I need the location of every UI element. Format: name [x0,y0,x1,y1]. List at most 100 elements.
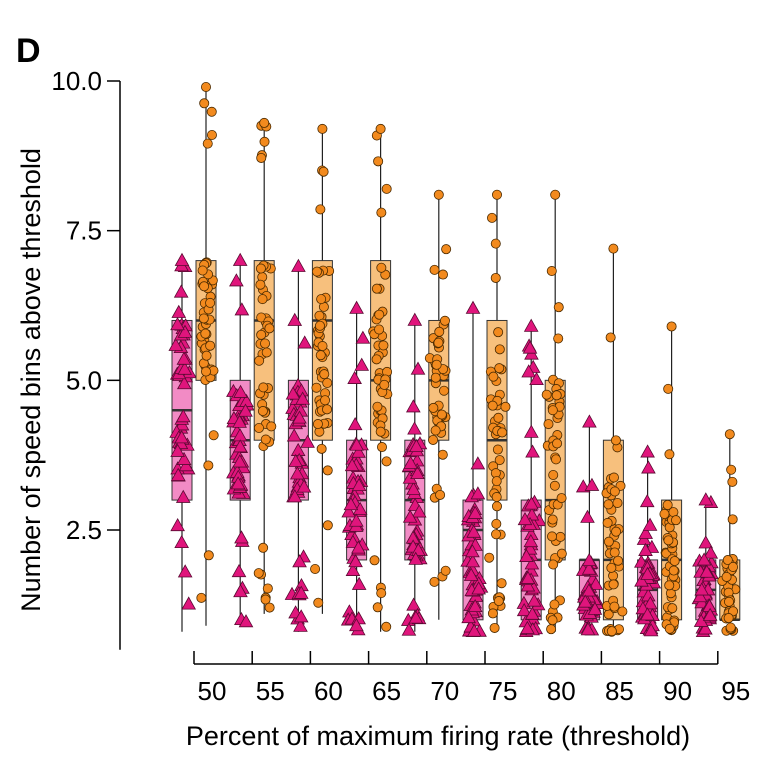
x-tick-label: 50 [198,676,227,706]
circle-series-group [253,117,277,614]
circle-point [428,402,439,413]
circle-point [258,542,269,553]
triangle-point [349,618,364,632]
x-tick-label: 70 [430,676,459,706]
triangle-point [517,511,533,526]
circle-point [322,520,333,531]
triangle-point [694,582,710,596]
triangle-series-group [400,312,428,636]
triangle-point [411,542,426,556]
triangle-point [402,509,418,523]
circle-point [260,434,271,445]
circle-point [371,283,382,294]
triangle-point [296,479,312,493]
circle-point [490,238,501,249]
circle-point [666,321,677,332]
triangle-point [290,466,305,480]
triangle-point [641,460,656,474]
triangle-point [525,444,540,458]
triangle-point [233,384,248,398]
circle-point [491,518,502,529]
circle-point [317,341,328,352]
triangle-series-group [460,300,489,637]
triangle-point [348,554,363,568]
circle-point [487,608,498,619]
circle-series-group [601,243,628,637]
triangle-point [295,391,310,405]
circle-point [261,347,272,358]
circle-point [663,535,674,546]
circle-point [550,454,561,465]
triangle-point [170,317,185,331]
triangle-point [408,610,424,624]
circle-point [208,430,219,441]
circle-point [372,401,383,412]
triangle-point [526,593,542,607]
triangle-point [698,492,714,506]
circle-point [549,599,560,610]
circle-point [440,565,451,576]
circle-point [430,372,441,383]
y-axis-label: Number of speed bins above threshold [16,148,46,612]
triangle-point [577,594,593,608]
triangle-point [696,552,712,566]
triangle-point [181,596,197,610]
triangle-point [638,542,653,556]
triangle-series-group [226,252,255,628]
triangle-point [231,563,247,578]
circle-point [668,565,679,576]
circle-point [553,333,564,344]
triangle-point [175,409,191,423]
circle-point [487,212,498,223]
triangle-point [522,340,538,354]
circle-point [667,603,678,614]
circle-point [372,602,383,613]
triangle-point [292,554,307,568]
circle-point [556,493,567,504]
circle-point [496,578,507,589]
triangle-point [405,399,421,413]
circle-point [663,383,674,394]
circle-point [435,489,446,500]
circle-point [494,363,505,374]
circle-point [205,297,216,308]
circle-point [727,476,738,487]
triangle-series-group [575,414,605,636]
circle-point [547,514,558,525]
triangle-point [238,614,254,628]
circle-point [546,624,557,635]
x-tick-label: 65 [372,676,401,706]
triangle-point [580,622,596,636]
circle-point [547,615,558,626]
circle-point [489,622,500,633]
triangle-point [348,513,364,527]
circle-point [375,426,386,437]
triangle-point [410,465,425,480]
triangle-point [347,370,362,384]
triangle-point [584,477,600,491]
triangle-point [174,430,190,444]
circle-point [316,443,327,454]
triangle-point [409,438,424,453]
triangle-point [407,421,422,435]
circle-point [196,592,207,603]
triangle-point [177,564,193,578]
circle-point [315,350,326,361]
triangle-point [640,566,655,580]
circle-point [493,596,504,607]
circle-point [199,98,210,109]
triangle-point [411,504,427,518]
triangle-point [170,517,185,532]
circle-point [312,419,323,430]
triangle-series-group [691,492,719,638]
circle-point [320,395,331,406]
circle-point [721,571,732,582]
circle-point [431,359,442,370]
triangle-point [300,434,315,448]
circle-point [553,302,564,313]
plot-area [168,81,741,638]
triangle-point [465,544,480,558]
circle-point [659,508,670,519]
circle-point [609,601,620,612]
circle-point [543,419,554,430]
